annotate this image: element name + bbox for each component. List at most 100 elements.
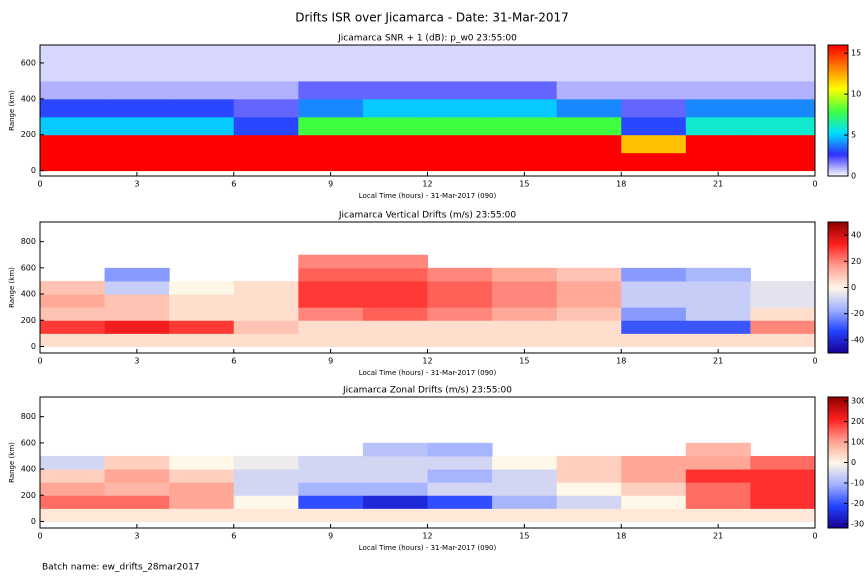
heat-cell [233, 280, 299, 295]
colorbar-segment [828, 246, 848, 249]
heat-cell [492, 98, 558, 118]
colorbar-segment [828, 318, 848, 321]
colorbar-segment [828, 132, 848, 136]
colorbar-segment [828, 77, 848, 81]
heat-cell [362, 134, 428, 154]
heat-cell [492, 62, 558, 82]
heat-cell [492, 307, 558, 321]
heat-cell [362, 80, 428, 100]
colorbar-segment [828, 464, 848, 468]
heat-cell [556, 455, 622, 470]
heat-cell [362, 254, 428, 269]
heat-cell [492, 495, 558, 509]
colorbar-segment [828, 261, 848, 264]
heat-cell [40, 333, 106, 347]
colorbar-tick-label: -200 [851, 499, 864, 508]
colorbar-segment [828, 239, 848, 243]
heat-cell [492, 508, 558, 522]
y-tick-label: 600 [21, 58, 36, 67]
colorbar-segment [828, 283, 848, 286]
y-tick-label: 400 [21, 290, 36, 299]
colorbar-segment [828, 484, 848, 488]
heat-cell [362, 482, 428, 496]
heat-cell [233, 495, 299, 509]
heat-cell [427, 80, 493, 100]
colorbar-tick-label: -20 [851, 309, 864, 318]
heat-cell [104, 320, 170, 334]
heat-cell [298, 482, 364, 496]
heat-cell [104, 508, 170, 522]
heat-cell [104, 333, 170, 347]
heat-cell [621, 45, 687, 64]
heat-cell [362, 152, 428, 172]
colorbar-segment [828, 173, 848, 177]
colorbar-segment [828, 442, 848, 446]
colorbar-segment [828, 423, 848, 426]
heat-cell [556, 482, 622, 496]
colorbar-segment [828, 488, 848, 492]
heat-cell [104, 152, 170, 172]
colorbar-segment [828, 320, 848, 323]
colorbar-segment [828, 501, 848, 505]
figure-title: Drifts ISR over Jicamarca - Date: 31-Mar… [295, 11, 569, 25]
colorbar-segment [828, 405, 848, 409]
colorbar-segment [828, 272, 848, 275]
colorbar-segment [828, 510, 848, 514]
heat-cell [298, 280, 364, 295]
colorbar-segment [828, 90, 848, 94]
colorbar-segment [828, 265, 848, 269]
colorbar-segment [828, 440, 848, 444]
colorbar-segment [828, 64, 848, 68]
x-tick-label: 3 [134, 357, 139, 366]
heat-cell [556, 152, 622, 172]
heat-cell [427, 469, 493, 483]
colorbar-segment [828, 263, 848, 267]
colorbar-segment [828, 458, 848, 461]
heat-cell [492, 294, 558, 308]
heat-cell [427, 116, 493, 136]
heat-cell [492, 116, 558, 136]
heat-cell [104, 294, 170, 308]
y-axis-label: Range (km) [8, 267, 16, 308]
heat-cell [104, 62, 170, 82]
colorbar-segment [828, 95, 848, 98]
colorbar-segment [828, 154, 848, 157]
heat-cell [104, 455, 170, 470]
x-tick-label: 12 [422, 357, 432, 366]
heat-cell [621, 455, 687, 470]
colorbar-segment [828, 45, 848, 48]
heat-cell [233, 45, 299, 64]
heat-cell [685, 116, 751, 136]
heat-cell [492, 45, 558, 64]
colorbar-segment [828, 88, 848, 92]
colorbar-segment [828, 156, 848, 160]
heat-cell [233, 320, 299, 334]
heat-cell [621, 482, 687, 496]
heat-cell [169, 98, 235, 118]
heat-cell [427, 62, 493, 82]
colorbar-segment [828, 108, 848, 111]
x-tick-label: 21 [713, 532, 723, 541]
panel-title: Jicamarca Vertical Drifts (m/s) 23:55:00 [338, 211, 517, 221]
heat-cell [685, 482, 751, 496]
colorbar-segment [828, 79, 848, 83]
heat-cell [298, 62, 364, 82]
x-tick-label: 0 [37, 357, 42, 366]
colorbar-segment [828, 407, 848, 411]
heat-cell [169, 294, 235, 308]
heat-cell [427, 442, 493, 457]
heat-cell [621, 267, 687, 282]
heat-cell [40, 116, 106, 136]
colorbar-segment [828, 112, 848, 116]
colorbar-segment [828, 62, 848, 66]
colorbar-tick-label: -40 [851, 335, 864, 344]
colorbar-segment [828, 160, 848, 164]
heat-cell [40, 469, 106, 483]
heat-cell [685, 508, 751, 522]
heat-cell [169, 482, 235, 496]
heat-cell [40, 455, 106, 470]
heat-cell [298, 254, 364, 269]
colorbar-segment [828, 222, 848, 225]
heat-cell [427, 280, 493, 295]
